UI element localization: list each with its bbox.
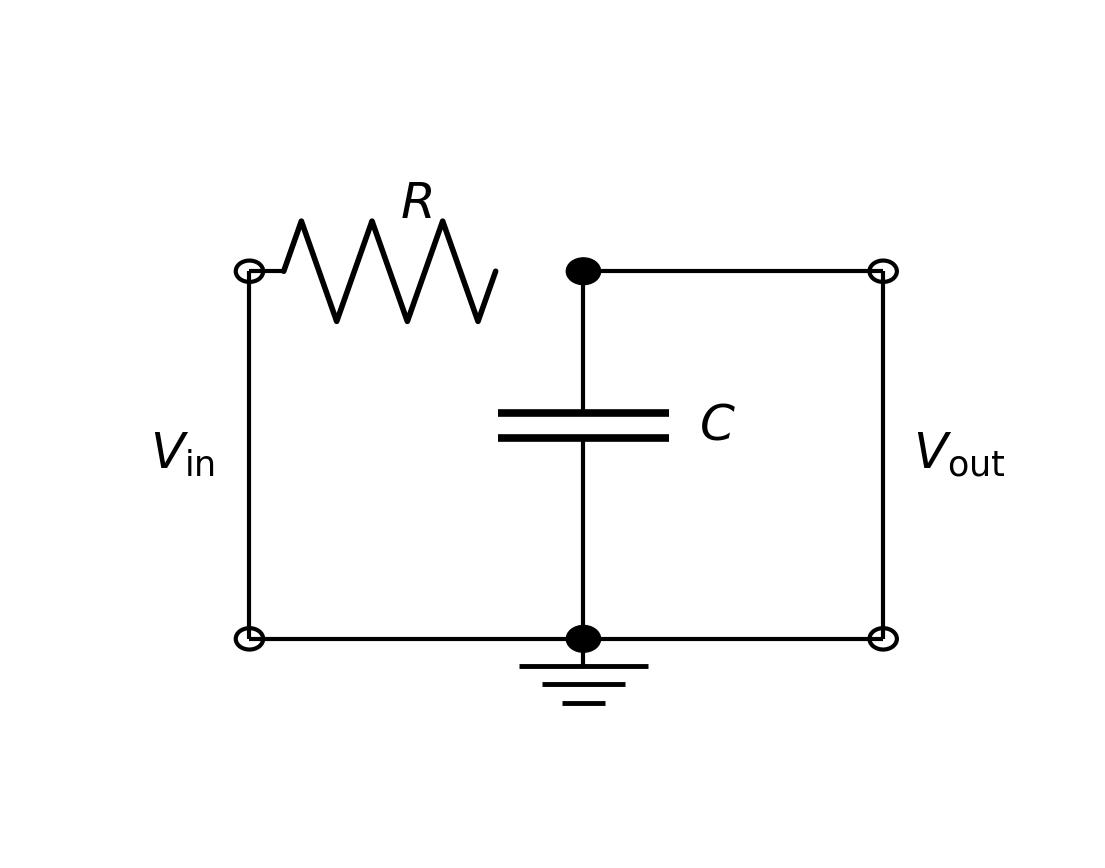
Circle shape [567,626,601,652]
Text: $V_{\mathrm{out}}$: $V_{\mathrm{out}}$ [913,431,1006,480]
Text: $C$: $C$ [699,401,736,450]
Circle shape [567,258,601,285]
Text: $R$: $R$ [400,180,432,229]
Text: $V_{\mathrm{in}}$: $V_{\mathrm{in}}$ [150,431,215,480]
